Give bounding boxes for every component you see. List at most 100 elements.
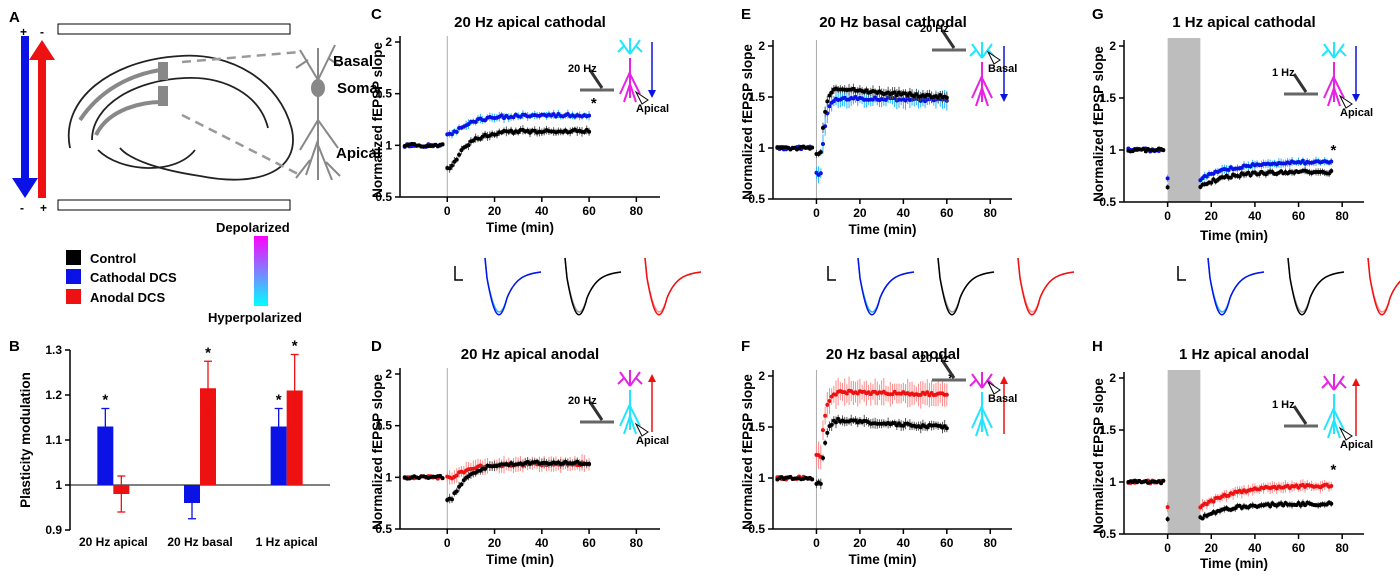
x-tick-label: 20 xyxy=(1205,541,1219,555)
data-point xyxy=(1226,168,1231,173)
inset-neuron: 20 Hz Apical xyxy=(568,38,669,115)
x-tick-label: 80 xyxy=(630,536,644,550)
rec-electrode xyxy=(1292,73,1308,93)
y-tick-label: 2 xyxy=(1109,371,1116,385)
rec-electrode xyxy=(1292,405,1308,425)
legend-label-cathodal: Cathodal DCS xyxy=(90,270,177,285)
data-point xyxy=(825,402,830,407)
data-point xyxy=(823,109,828,114)
inset-neuron: 1 Hz Apical xyxy=(1272,374,1373,451)
y-axis-label: Normalized fEPSP slope xyxy=(370,374,385,530)
x-tick-label: 60 xyxy=(1292,209,1306,223)
data-point xyxy=(450,497,454,502)
stim-frequency-label: 20 Hz xyxy=(920,353,949,365)
data-point xyxy=(454,157,459,162)
x-tick-label: 0 xyxy=(1164,209,1171,223)
recording-site-label: Apical xyxy=(636,435,669,447)
bar-anodal xyxy=(286,390,303,485)
data-point xyxy=(1228,175,1233,180)
inset-neuron: 1 Hz Apical xyxy=(1272,42,1373,119)
x-tick-label: 0 xyxy=(444,204,451,218)
y-tick-label: 0.5 xyxy=(1099,195,1116,209)
stim-frequency-label: 20 Hz xyxy=(920,23,949,35)
data-point xyxy=(823,413,828,418)
x-axis-label: Time (min) xyxy=(1200,556,1268,571)
bottom-left-sign: - xyxy=(20,201,24,215)
zoom-line-top xyxy=(181,50,301,64)
data-point xyxy=(1165,505,1170,510)
data-point xyxy=(459,148,464,153)
data-point xyxy=(829,90,834,95)
series-control xyxy=(775,83,949,158)
panel-letter: B xyxy=(9,338,20,355)
apical-dendrites xyxy=(1323,394,1345,439)
y-tick-label: 0.5 xyxy=(375,522,392,536)
apical-dendrites xyxy=(971,392,993,437)
legend-swatch-control xyxy=(66,250,81,265)
data-point xyxy=(1165,185,1170,190)
charts-layer: B 0.9 1 1.1 1.2 1.3 Plasticity modulation 20 Hz… xyxy=(9,6,1400,571)
data-point xyxy=(810,145,815,150)
recording-site-label: Basal xyxy=(988,63,1017,75)
y-tick-label: 2 xyxy=(758,39,765,53)
panel-letter: C xyxy=(371,6,382,23)
data-point xyxy=(820,141,825,146)
x-tick-label: 60 xyxy=(940,536,954,550)
y-axis-label: Normalized fEPSP slope xyxy=(370,42,385,198)
apical-label: Apical xyxy=(336,145,381,162)
y-tick-label: 0.5 xyxy=(748,522,765,536)
data-point xyxy=(511,115,516,120)
series-control xyxy=(402,125,592,173)
data-point xyxy=(818,171,823,176)
y-tick-label: 1 xyxy=(1109,475,1116,489)
stimulation-window xyxy=(1167,370,1201,534)
y-axis-label: Normalized fEPSP slope xyxy=(740,44,755,200)
data-point xyxy=(944,392,949,397)
stim-frequency-label: 20 Hz xyxy=(568,395,597,407)
y-tick-label: 2 xyxy=(758,369,765,383)
top-right-sign: - xyxy=(40,25,44,39)
fepsp-trace xyxy=(1367,257,1400,316)
y-axis-label: Normalized fEPSP slope xyxy=(1091,46,1106,202)
data-point xyxy=(1165,176,1170,181)
legend-label-anodal: Anodal DCS xyxy=(90,290,165,305)
data-point xyxy=(1329,159,1334,164)
data-point xyxy=(1200,516,1205,521)
y-tick-label: 1.5 xyxy=(748,420,765,434)
series-cathodal xyxy=(775,88,949,184)
x-tick-label: 40 xyxy=(535,536,549,550)
data-point xyxy=(1237,174,1242,179)
data-point xyxy=(1211,499,1216,504)
data-point xyxy=(454,489,459,494)
data-point xyxy=(459,482,464,487)
x-tick-label: 80 xyxy=(1336,541,1350,555)
inset-neuron: 20 Hz Basal xyxy=(920,23,1017,107)
fepsp-trace xyxy=(1207,257,1265,316)
panel-title: 20 Hz apical cathodal xyxy=(454,14,606,31)
data-point xyxy=(1329,169,1334,174)
x-tick-label: 80 xyxy=(630,204,644,218)
recording-pipette xyxy=(1338,426,1353,441)
x-tick-label: 0 xyxy=(813,206,820,220)
x-tick-label: 20 xyxy=(1205,209,1219,223)
data-point xyxy=(823,440,828,445)
x-axis-label: Time (min) xyxy=(848,222,916,237)
y-tick-label: 1 xyxy=(758,471,765,485)
data-point xyxy=(820,455,825,460)
data-point xyxy=(587,113,592,118)
data-point xyxy=(834,392,839,397)
x-tick-label: 0 xyxy=(444,536,451,550)
example-traces-1 xyxy=(827,257,1075,316)
data-point xyxy=(1246,170,1251,175)
x-tick-label: 20 xyxy=(853,206,867,220)
data-point xyxy=(834,420,839,425)
panel-title: 20 Hz basal anodal xyxy=(826,346,960,363)
apical-dendrites xyxy=(619,390,641,435)
scale-bar xyxy=(454,266,463,281)
x-tick-label: 80 xyxy=(984,206,998,220)
data-point xyxy=(483,466,488,471)
